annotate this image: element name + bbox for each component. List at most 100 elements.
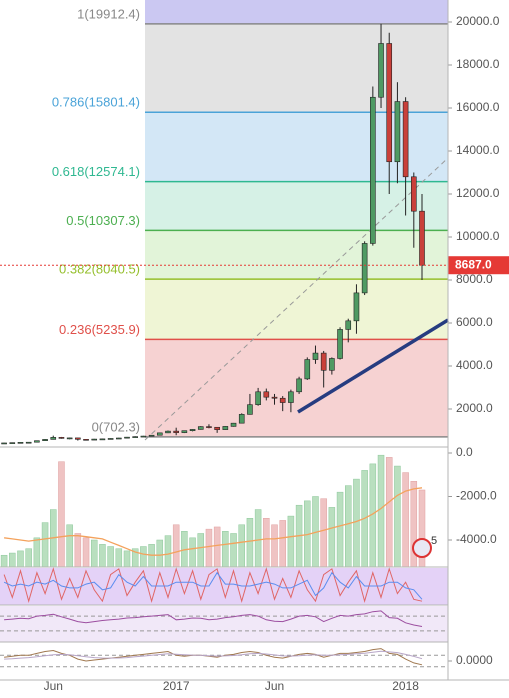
x-tick-label: Jun bbox=[265, 679, 284, 693]
volume-bar bbox=[66, 524, 73, 568]
y-tick-label: -4000.0 bbox=[456, 532, 497, 546]
candle-body bbox=[296, 378, 302, 393]
volume-bar bbox=[238, 524, 245, 568]
badge-icon bbox=[412, 538, 432, 558]
candle-body bbox=[337, 329, 343, 359]
candle-body bbox=[140, 435, 147, 438]
volume-bar bbox=[115, 548, 123, 568]
candle-body bbox=[83, 439, 89, 441]
fib-label: 0.5(10307.3) bbox=[66, 213, 140, 228]
volume-bar bbox=[197, 533, 205, 568]
volume-bar bbox=[328, 507, 336, 568]
candle-body bbox=[189, 429, 196, 432]
last-price-box bbox=[448, 256, 509, 275]
y-tick-label: -2000.0 bbox=[456, 489, 497, 503]
candle-body bbox=[107, 438, 114, 440]
volume-bar bbox=[17, 550, 24, 568]
candle-body bbox=[165, 430, 171, 434]
volume-bar bbox=[99, 544, 106, 568]
badge-count: 5 bbox=[431, 535, 437, 547]
volume-bar bbox=[213, 526, 221, 568]
candle-body bbox=[304, 359, 311, 380]
volume-bar bbox=[0, 554, 8, 568]
candle-body bbox=[361, 243, 368, 294]
candle-body bbox=[66, 437, 73, 440]
y-tick-label: 14000.0 bbox=[456, 143, 500, 157]
y-tick-label: 2000.0 bbox=[456, 401, 493, 415]
candle-body bbox=[402, 101, 409, 178]
last-price-label: 8687.0 bbox=[455, 257, 492, 271]
y-tick-label: 6000.0 bbox=[456, 315, 493, 329]
volume-bar bbox=[353, 478, 360, 568]
indicator-line bbox=[3, 571, 423, 600]
candle-body bbox=[116, 437, 122, 440]
fib-zone bbox=[145, 0, 448, 24]
candle-body bbox=[238, 414, 245, 424]
candle-body bbox=[394, 101, 401, 163]
fib-zone bbox=[145, 112, 448, 182]
candle-body bbox=[99, 438, 106, 441]
fib-label: 1(19912.4) bbox=[77, 6, 140, 21]
fib-label: 0.786(15801.4) bbox=[52, 95, 140, 110]
candle-body bbox=[50, 437, 57, 440]
indicator-line bbox=[4, 610, 423, 627]
volume-bar bbox=[345, 485, 352, 568]
volume-bar bbox=[271, 524, 278, 568]
candle-body bbox=[329, 358, 335, 371]
volume-bar bbox=[263, 518, 270, 568]
candle-body bbox=[279, 397, 286, 403]
candle-body bbox=[42, 439, 48, 442]
volume-bar bbox=[140, 546, 147, 568]
main-pane: 1(19912.4) 0.786(15801.4) 0.618(12574.1) 0.… bbox=[0, 0, 509, 445]
candle-body bbox=[25, 441, 32, 444]
volume-bar bbox=[172, 524, 180, 568]
y-tick-label: 10000.0 bbox=[456, 229, 500, 243]
volume-bar bbox=[156, 539, 164, 568]
y-tick-label: 0.0000 bbox=[456, 653, 493, 667]
volume-bar bbox=[402, 472, 409, 568]
candle-body bbox=[9, 442, 16, 444]
volume-bar bbox=[82, 537, 90, 568]
indicator-line bbox=[4, 648, 423, 666]
y-tick-label: 8000.0 bbox=[456, 272, 493, 286]
volume-bar bbox=[41, 522, 49, 568]
candle-body bbox=[411, 176, 417, 212]
candle-body bbox=[378, 43, 384, 98]
volume-bar bbox=[58, 461, 65, 568]
candle-body bbox=[75, 437, 81, 440]
trend-line bbox=[297, 318, 449, 414]
volume-bar bbox=[336, 491, 344, 568]
candle-body bbox=[181, 430, 188, 433]
volume-bar bbox=[123, 550, 131, 568]
candle-body bbox=[58, 437, 65, 439]
candle-body bbox=[345, 320, 352, 330]
candle-body bbox=[386, 43, 393, 163]
candle-body bbox=[173, 430, 179, 433]
indicator-panes: 0.0 -2000.0 -4000.0 5 0.0000 bbox=[0, 445, 497, 668]
volume-bar bbox=[254, 509, 262, 568]
candle-body bbox=[353, 292, 360, 322]
candle-body bbox=[206, 426, 212, 428]
candle-body bbox=[132, 436, 139, 438]
volume-bar bbox=[189, 537, 196, 568]
y-tick-label: 20000.0 bbox=[456, 14, 500, 28]
volume-bar bbox=[320, 498, 327, 568]
y-tick-label: 4000.0 bbox=[456, 358, 493, 372]
x-tick-label: 2017 bbox=[163, 679, 190, 693]
volume-bar bbox=[25, 548, 32, 568]
x-tick-label: Jun bbox=[44, 679, 63, 693]
candle-body bbox=[230, 422, 237, 427]
candle-body bbox=[263, 391, 270, 398]
x-tick-label: 2018 bbox=[392, 679, 419, 693]
fib-zone bbox=[145, 181, 448, 231]
candle-body bbox=[124, 436, 130, 439]
candle-body bbox=[197, 426, 204, 430]
fib-zone bbox=[145, 230, 448, 280]
fib-label: 0.382(8040.5) bbox=[59, 262, 140, 277]
fib-zone bbox=[145, 23, 448, 113]
volume-bar bbox=[74, 533, 82, 568]
volume-bar bbox=[246, 518, 254, 568]
fib-label: 0(702.3) bbox=[92, 419, 140, 434]
